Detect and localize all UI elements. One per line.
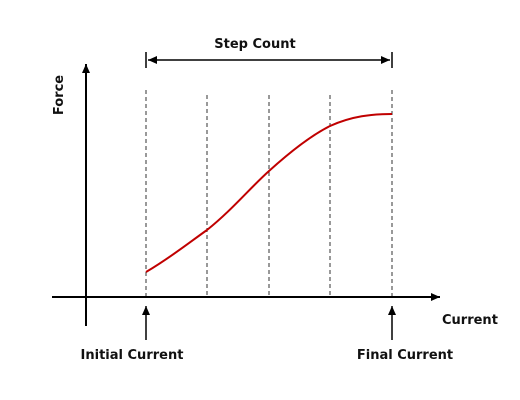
x-axis-label: Current xyxy=(442,313,498,328)
final-current-label: Final Current xyxy=(357,348,453,363)
force-curve xyxy=(145,113,393,273)
step-dividers xyxy=(145,90,393,296)
initial-current-label: Initial Current xyxy=(81,348,184,363)
step-count-label: Step Count xyxy=(214,37,295,52)
y-axis-label: Force xyxy=(52,75,67,115)
